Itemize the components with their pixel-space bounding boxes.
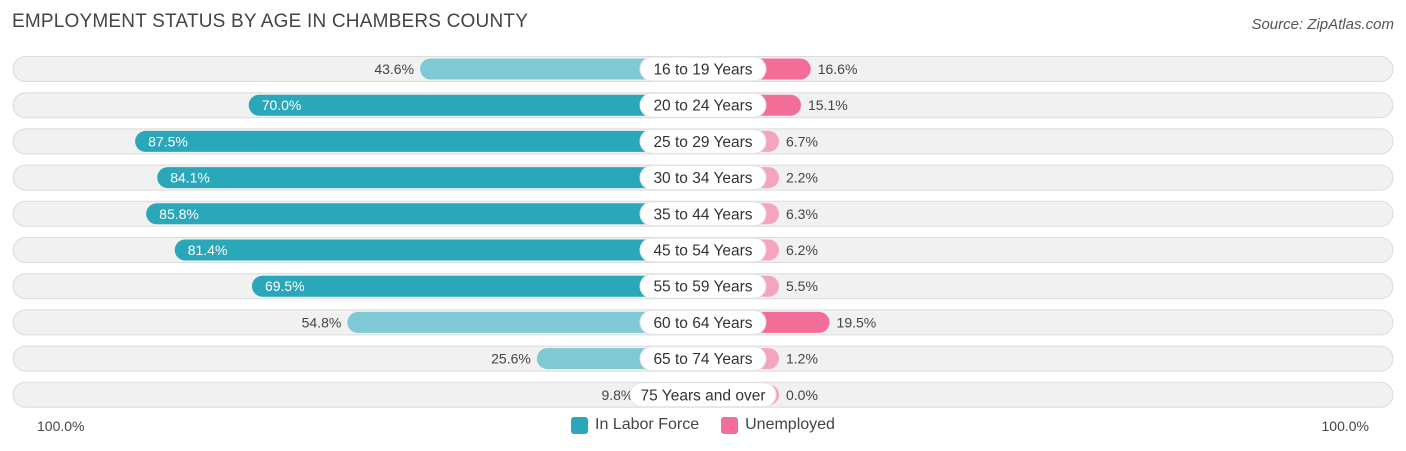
legend-label-unemployed: Unemployed [745,416,835,433]
legend-swatch-labor [571,416,589,434]
axis-left-label: 100.0% [37,418,85,434]
labor-value-label: 81.4% [188,242,228,258]
category-pill [639,201,767,227]
unemployed-value-label: 5.5% [786,278,818,294]
category-pill [639,273,767,299]
category-pill [639,346,767,372]
category-label: 60 to 64 Years [653,315,752,332]
category-label: 20 to 24 Years [653,98,752,115]
legend-item-labor: In Labor Force [571,416,699,434]
category-label: 75 Years and over [641,387,766,404]
unemployed-value-label: 6.7% [786,133,818,149]
labor-bar [146,203,703,225]
category-pill [639,309,767,335]
category-label: 65 to 74 Years [653,351,752,368]
category-label: 55 to 59 Years [653,279,752,296]
labor-value-label: 84.1% [170,170,210,186]
chart-title: EMPLOYMENT STATUS BY AGE IN CHAMBERS COU… [12,11,529,32]
category-label: 16 to 19 Years [653,62,752,79]
labor-bar [420,58,703,80]
unemployed-value-label: 6.2% [786,242,818,258]
labor-bar [347,311,703,333]
labor-value-label: 87.5% [148,133,188,149]
category-pill [639,237,767,263]
labor-value-label: 69.5% [265,278,305,294]
labor-value-label: 70.0% [262,97,302,113]
category-pill [639,165,767,191]
labor-value-label: 43.6% [374,61,414,77]
axis-right-label: 100.0% [1321,418,1369,434]
category-label: 30 to 34 Years [653,170,752,187]
legend-item-unemployed: Unemployed [721,416,835,434]
category-label: 45 to 54 Years [653,243,752,260]
unemployed-value-label: 1.2% [786,351,818,367]
labor-bar [157,167,704,189]
category-label: 35 to 44 Years [653,206,752,223]
category-pill [629,382,777,408]
category-pill [639,92,767,118]
unemployed-value-label: 16.6% [818,61,858,77]
labor-bar [174,239,704,261]
labor-bar [248,94,703,116]
source-label: Source: ZipAtlas.com [1251,16,1394,33]
unemployed-value-label: 2.2% [786,170,818,186]
labor-value-label: 25.6% [491,351,531,367]
legend-label-labor: In Labor Force [595,416,700,433]
labor-bar [135,130,703,152]
category-pill [639,128,767,154]
legend-swatch-unemployed [721,416,739,434]
category-pill [639,56,767,82]
labor-bar [251,275,703,297]
unemployed-value-label: 19.5% [837,314,877,330]
unemployed-value-label: 0.0% [786,387,818,403]
labor-value-label: 54.8% [302,314,342,330]
unemployed-value-label: 6.3% [786,206,818,222]
labor-value-label: 9.8% [601,387,633,403]
labor-value-label: 85.8% [159,206,199,222]
legend: In Labor Force Unemployed [0,416,1406,434]
category-label: 25 to 29 Years [653,134,752,151]
unemployed-value-label: 15.1% [808,97,848,113]
